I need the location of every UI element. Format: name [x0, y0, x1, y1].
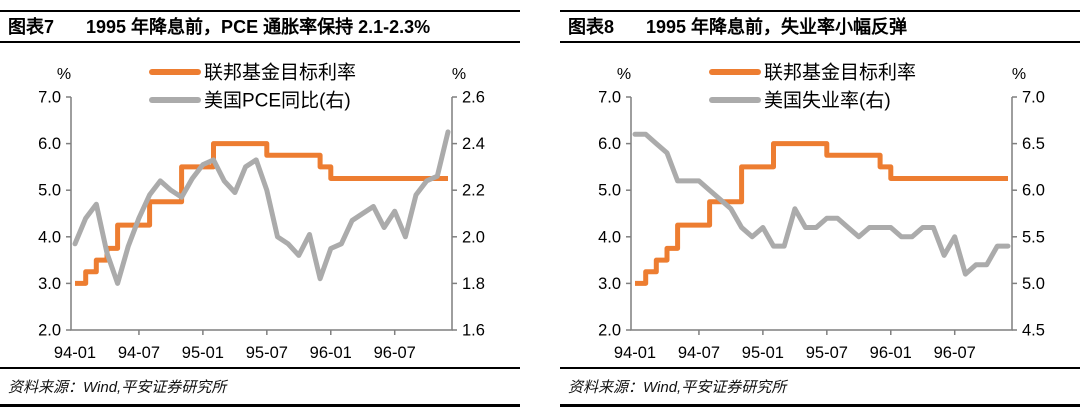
y-axis-left-tick-label: 5.0	[598, 182, 621, 200]
y-axis-left-tick-label: 6.0	[38, 135, 61, 153]
y-axis-left-tick-label: 3.0	[38, 275, 61, 293]
left-axis-unit-label: %	[617, 66, 631, 83]
legend-label: 联邦基金目标利率	[764, 62, 916, 84]
y-axis-left-tick-label: 7.0	[38, 89, 61, 107]
bottom-divider	[0, 404, 520, 407]
right-axis-unit-label: %	[1012, 66, 1026, 83]
unemployment-chart: 7.0 6.0 5.0 4.0 3.0 2.0 7.0 6.5 6.0 5.5 5.0 4.5% % 94…	[598, 62, 1045, 363]
x-axis-tick-label: 95-01	[742, 344, 784, 362]
title-divider	[0, 41, 520, 43]
plot-area: 7.0 6.0 5.0 4.0 3.0 2.0 2.6 2.4 2.2 2.0 1.8 1.6% % 94…	[38, 66, 485, 362]
x-axis-tick-label: 96-01	[870, 344, 912, 362]
y-axis-right-tick-label: 5.5	[1022, 228, 1045, 246]
y-axis-right-tick-label: 2.2	[462, 182, 485, 200]
pce-yoy-line	[72, 129, 451, 286]
y-axis-right-tick-label: 6.5	[1022, 135, 1045, 153]
unemployment-line	[632, 131, 1011, 277]
legend-label: 联邦基金目标利率	[204, 62, 356, 84]
x-axis-tick-label: 94-01	[614, 344, 656, 362]
y-axis-left-tick-label: 4.0	[598, 228, 621, 246]
figure-label: 图表8	[568, 17, 615, 37]
x-axis-tick-label: 94-07	[678, 344, 720, 362]
x-axis-tick-label: 96-07	[934, 344, 976, 362]
x-axis-tick-label: 95-01	[182, 344, 224, 362]
bottom-divider	[560, 404, 1080, 407]
y-axis-right-tick-label: 6.0	[1022, 182, 1045, 200]
source-note: 资料来源：Wind,平安证券研究所	[568, 379, 787, 396]
source-divider	[560, 367, 1080, 369]
top-divider	[0, 10, 520, 12]
figure-title-row: 图表7 1995 年降息前，PCE 通胀率保持 2.1-2.3%	[8, 15, 516, 39]
x-axis-tick-label: 96-01	[310, 344, 352, 362]
left-axis-unit-label: %	[57, 66, 71, 83]
y-axis-left-tick-label: 6.0	[598, 135, 621, 153]
y-axis-right-tick-label: 5.0	[1022, 275, 1045, 293]
figure-title-text: 1995 年降息前，失业率小幅反弹	[646, 17, 908, 37]
fed-funds-target-line	[75, 141, 448, 286]
figure-title-text: 1995 年降息前，PCE 通胀率保持 2.1-2.3%	[86, 17, 431, 37]
y-axis-right-tick-label: 4.5	[1022, 322, 1045, 340]
axes	[70, 97, 453, 331]
y-axis-left-tick-label: 3.0	[598, 275, 621, 293]
y-axis-left-tick-label: 2.0	[38, 322, 61, 340]
x-axis-tick-label: 95-07	[246, 344, 288, 362]
plot-area: 7.0 6.0 5.0 4.0 3.0 2.0 7.0 6.5 6.0 5.5 5.0 4.5% % 94…	[598, 66, 1045, 362]
y-axis-left-tick-label: 2.0	[598, 322, 621, 340]
pce-inflation-chart: 7.0 6.0 5.0 4.0 3.0 2.0 2.6 2.4 2.2 2.0 1.8 1.6% % 94…	[38, 62, 485, 363]
title-divider	[560, 41, 1080, 43]
y-axis-right-tick-label: 1.6	[462, 322, 485, 340]
figure-title-row: 图表8 1995 年降息前，失业率小幅反弹	[568, 15, 1076, 39]
x-axis-tick-label: 95-07	[806, 344, 848, 362]
y-axis-right-tick-label: 7.0	[1022, 89, 1045, 107]
figure-label: 图表7	[8, 17, 55, 37]
x-axis-tick-label: 96-07	[374, 344, 416, 362]
source-divider	[0, 367, 520, 369]
x-axis-tick-label: 94-01	[54, 344, 96, 362]
source-note: 资料来源：Wind,平安证券研究所	[8, 379, 227, 396]
y-axis-left-tick-label: 7.0	[598, 89, 621, 107]
x-axis-tick-label: 94-07	[118, 344, 160, 362]
y-axis-right-tick-label: 2.6	[462, 89, 485, 107]
y-axis-right-tick-label: 2.0	[462, 228, 485, 246]
y-axis-right-tick-label: 2.4	[462, 135, 485, 153]
y-axis-left-tick-label: 4.0	[38, 228, 61, 246]
legend-label: 美国PCE同比(右)	[204, 90, 351, 112]
figure-panel-8: 图表8 1995 年降息前，失业率小幅反弹 7.0 6.0 5.0 4.0 3.0 2.0…	[560, 0, 1080, 414]
y-axis-left-tick-label: 5.0	[38, 182, 61, 200]
y-axis-right-tick-label: 1.8	[462, 275, 485, 293]
legend-label: 美国失业率(右)	[764, 90, 891, 112]
axes	[630, 97, 1013, 331]
top-divider	[560, 10, 1080, 12]
right-axis-unit-label: %	[452, 66, 466, 83]
figure-panel-7: 图表7 1995 年降息前，PCE 通胀率保持 2.1-2.3% 7.0 6.0 5…	[0, 0, 520, 414]
fed-funds-target-line	[635, 141, 1008, 286]
